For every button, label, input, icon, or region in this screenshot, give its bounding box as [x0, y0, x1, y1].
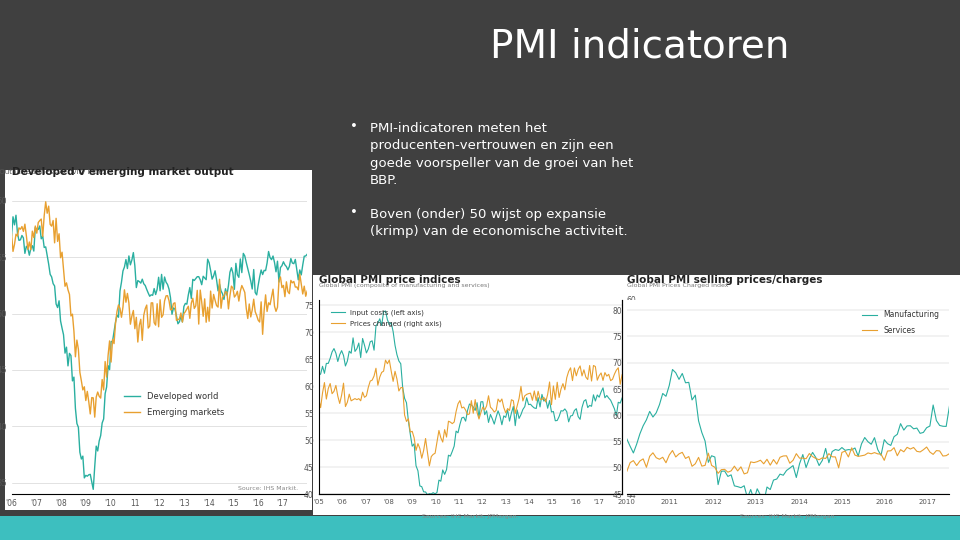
Developed world	[11, 212, 22, 219]
Prices charged (right axis)	[564, 364, 576, 371]
Developed world	[6, 232, 17, 239]
Manufacturing	[699, 438, 710, 444]
Text: •: •	[350, 282, 358, 295]
Legend: Developed world, Emerging markets: Developed world, Emerging markets	[120, 389, 228, 421]
Developed world	[62, 363, 74, 369]
Services	[921, 444, 932, 450]
Text: Global PMI (composite of manufacturing and services): Global PMI (composite of manufacturing a…	[319, 283, 490, 288]
Developed world	[87, 486, 99, 492]
Emerging markets	[301, 288, 313, 294]
Line: Prices charged (right axis): Prices charged (right axis)	[319, 360, 622, 466]
Manufacturing	[820, 445, 831, 451]
Input costs (left axis)	[605, 397, 616, 403]
Emerging markets	[6, 231, 17, 237]
Text: •: •	[350, 206, 358, 219]
Prices charged (right axis)	[605, 377, 616, 384]
Text: Source: IHS Markit.: Source: IHS Markit.	[238, 486, 299, 491]
Input costs (left axis)	[400, 400, 412, 406]
Input costs (left axis)	[514, 415, 525, 422]
Prices charged (right axis)	[384, 357, 396, 363]
Text: Boven (onder) 50 wijst op expansie
(krimp) van de economische activiteit.: Boven (onder) 50 wijst op expansie (krim…	[370, 208, 627, 238]
Manufacturing	[794, 461, 805, 467]
Services	[817, 455, 828, 461]
Input costs (left axis)	[485, 411, 496, 418]
Emerging markets	[279, 293, 291, 300]
Legend: Input costs (left axis), Prices charged (right axis): Input costs (left axis), Prices charged …	[328, 307, 445, 330]
Input costs (left axis)	[564, 413, 576, 419]
Services	[683, 453, 694, 460]
Input costs (left axis)	[374, 315, 386, 322]
Emerging markets	[17, 228, 29, 234]
Line: Manufacturing: Manufacturing	[627, 369, 949, 503]
Prices charged (right axis)	[374, 374, 386, 380]
Services	[738, 471, 750, 477]
Services	[696, 463, 708, 469]
Input costs (left axis)	[313, 372, 324, 379]
Text: PMI-indicatoren meten het
producenten­vertrouwen en zijn een
goede voorspeller v: PMI-indicatoren meten het producenten­ve…	[370, 122, 633, 187]
Bar	[0, 516, 960, 540]
Text: Global PMI Prices Charged Index: Global PMI Prices Charged Index	[627, 283, 729, 288]
Developed world	[301, 251, 313, 258]
Prices charged (right axis)	[423, 463, 435, 469]
Emerging markets	[86, 394, 98, 401]
Services	[621, 468, 633, 475]
Emerging markets	[40, 199, 52, 205]
Manufacturing	[944, 403, 955, 409]
Text: Developed v emerging market output: Developed v emerging market output	[12, 167, 233, 178]
Text: •: •	[350, 120, 358, 133]
Prices charged (right axis)	[400, 418, 412, 424]
Developed world	[290, 256, 301, 262]
Prices charged (right axis)	[616, 372, 628, 378]
Text: Sources: IHS Markit, JPMorgan.: Sources: IHS Markit, JPMorgan.	[422, 514, 518, 518]
Manufacturing	[667, 366, 679, 373]
Developed world	[279, 262, 291, 268]
Services	[790, 450, 802, 457]
Bar	[313, 275, 960, 515]
Emerging markets	[89, 414, 101, 420]
Developed world	[19, 250, 31, 256]
Text: PMI Output/Business Activity Index: PMI Output/Business Activity Index	[0, 169, 107, 175]
Text: •: •	[350, 355, 358, 368]
Developed world	[86, 479, 98, 485]
Text: Global PMI selling prices/charges: Global PMI selling prices/charges	[627, 275, 823, 285]
Services	[924, 449, 936, 455]
Line: Services: Services	[627, 447, 949, 474]
Line: Emerging markets: Emerging markets	[12, 202, 307, 417]
Prices charged (right axis)	[485, 404, 496, 410]
Manufacturing	[621, 436, 633, 442]
Input costs (left axis)	[421, 491, 433, 498]
Emerging markets	[24, 239, 36, 245]
Developed world	[25, 245, 36, 252]
Input costs (left axis)	[380, 308, 392, 314]
Line: Input costs (left axis): Input costs (left axis)	[319, 311, 622, 495]
Input costs (left axis)	[616, 395, 628, 401]
Prices charged (right axis)	[514, 395, 525, 402]
Text: Sources: IHS Markit, JPMorgan.: Sources: IHS Markit, JPMorgan.	[740, 514, 836, 518]
Text: Global PMI price indices: Global PMI price indices	[319, 275, 461, 285]
Manufacturing	[758, 500, 770, 506]
Text: Inflatoire dreiging neemt toe !: Inflatoire dreiging neemt toe !	[370, 356, 571, 369]
Services	[934, 448, 946, 454]
Legend: Manufacturing, Services: Manufacturing, Services	[859, 307, 943, 338]
Bar	[5, 170, 312, 510]
Prices charged (right axis)	[313, 395, 324, 402]
Emerging markets	[62, 287, 74, 293]
Text: PMI indicatoren: PMI indicatoren	[490, 27, 789, 65]
Services	[944, 450, 955, 457]
Emerging markets	[290, 284, 301, 291]
Line: Developed world: Developed world	[12, 215, 307, 489]
Text: PMI-indicatoren wijzen op een
wereldwijde gesynchroniseerde
economische groei.: PMI-indicatoren wijzen op een wereldwijd…	[370, 284, 581, 332]
Manufacturing	[686, 397, 698, 403]
Manufacturing	[934, 422, 946, 429]
Manufacturing	[924, 423, 936, 429]
